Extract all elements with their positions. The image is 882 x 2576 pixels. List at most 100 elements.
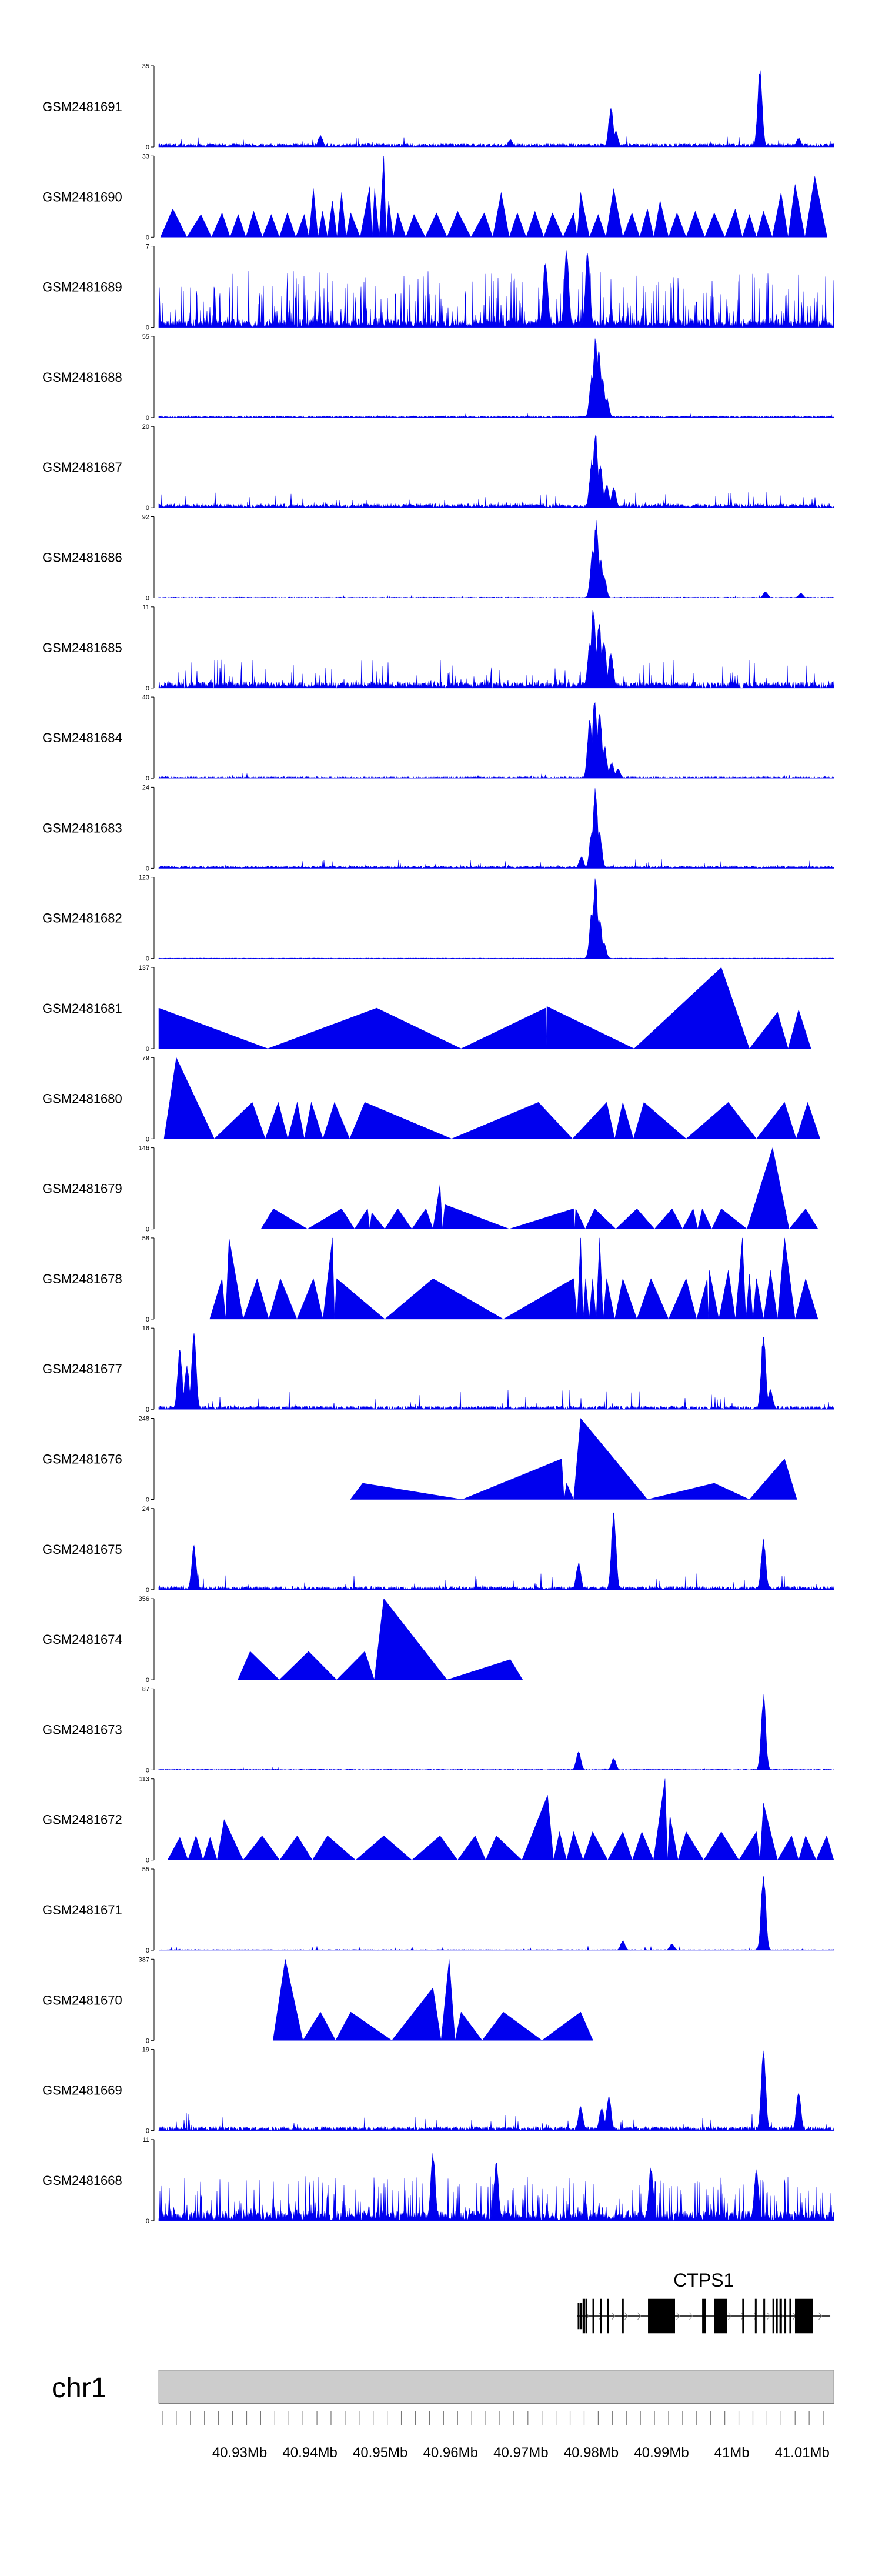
track-label: GSM2481688 (42, 370, 122, 385)
coverage-peak (492, 192, 510, 238)
coverage-peak (160, 208, 188, 238)
coverage-peak (739, 1831, 760, 1860)
coverage-peak (167, 1837, 188, 1860)
coverage-peak (667, 1815, 679, 1860)
track-label: GSM2481669 (42, 2083, 122, 2098)
coverage-peak (374, 1598, 447, 1680)
y-axis-min-label: 0 (146, 1587, 149, 1594)
coverage-profile (158, 338, 834, 418)
strand-arrow (637, 2312, 642, 2320)
coverage-peak (636, 1278, 669, 1320)
y-axis-min-label: 0 (146, 1316, 149, 1323)
coverage-profile (158, 610, 834, 689)
coverage-peak (213, 1102, 266, 1139)
coverage-profile (158, 2153, 834, 2221)
coverage-peak (789, 1208, 818, 1229)
coverage-peak (804, 176, 827, 238)
coverage-peak (614, 1277, 637, 1320)
exon (794, 2298, 813, 2334)
track-GSM2481678: GSM2481678 58 0 (42, 1235, 818, 1323)
track-GSM2481669: GSM2481669 19 0 (42, 2047, 834, 2135)
coverage-peak (163, 1057, 215, 1139)
coverage-peak (574, 1208, 586, 1229)
coverage-peak (603, 1278, 615, 1320)
coverage-peak (334, 1278, 386, 1320)
coverage-peak (682, 1208, 698, 1229)
track-label: GSM2481679 (42, 1182, 122, 1196)
coverage-peak (647, 1483, 750, 1500)
exon (784, 2298, 787, 2334)
exon (742, 2298, 744, 2334)
coverage-peak (566, 1831, 584, 1860)
coverage-peak (704, 212, 726, 238)
coverage-peak (455, 2011, 483, 2041)
track-label: GSM2481678 (42, 1272, 122, 1286)
coverage-peak (753, 1278, 764, 1320)
coverage-peak (440, 1959, 456, 2041)
strand-arrow (624, 2312, 629, 2320)
coverage-peak (677, 1831, 704, 1860)
y-axis-min-label: 0 (146, 415, 149, 422)
exon (592, 2298, 594, 2334)
track-label: GSM2481680 (42, 1091, 122, 1106)
coverage-peak (686, 1102, 757, 1139)
track-label: GSM2481673 (42, 1722, 122, 1737)
track-GSM2481675: GSM2481675 24 0 (42, 1506, 834, 1594)
coverage-peak (391, 1987, 442, 2041)
y-axis-max-label: 137 (139, 965, 149, 972)
y-axis-min-label: 0 (146, 2218, 149, 2225)
coverage-peak (509, 212, 527, 238)
coverage-peak (304, 1102, 323, 1139)
coverage-peak (346, 212, 360, 238)
genome-axis-tick-label: 40.95Mb (353, 2445, 407, 2461)
y-axis-min-label: 0 (146, 325, 149, 332)
coverage-peak (355, 1835, 413, 1860)
exon (754, 2298, 757, 2334)
track-GSM2481682: GSM2481682 123 0 (42, 875, 834, 963)
coverage-peak (446, 211, 472, 238)
coverage-peak (742, 213, 757, 238)
coverage-peak (787, 184, 806, 238)
coverage-peak (379, 156, 387, 238)
coverage-peak (509, 1208, 575, 1229)
coverage-peak (202, 1837, 218, 1860)
y-axis-max-label: 24 (142, 1506, 149, 1513)
y-axis-min-label: 0 (146, 144, 149, 151)
coverage-peak (211, 212, 230, 238)
y-axis-max-label: 20 (142, 423, 149, 431)
coverage-profile (158, 788, 834, 869)
coverage-peak (485, 1835, 523, 1860)
coverage-peak (296, 1278, 323, 1320)
track-GSM2481684: GSM2481684 40 0 (42, 694, 834, 782)
track-GSM2481685: GSM2481685 11 0 (42, 604, 834, 692)
coverage-peak (724, 208, 743, 238)
track-GSM2481688: GSM2481688 55 0 (42, 333, 834, 422)
chromosome-band (158, 2370, 834, 2404)
coverage-peak (470, 212, 493, 238)
coverage-peak (563, 212, 577, 238)
track-label: GSM2481672 (42, 1813, 122, 1827)
coverage-profile (158, 434, 834, 509)
coverage-peak (589, 213, 606, 238)
coverage-peak (653, 1778, 668, 1860)
coverage-peak (336, 192, 346, 238)
coverage-peak (686, 211, 705, 238)
coverage-peak (622, 212, 640, 238)
coverage-peak (405, 214, 426, 238)
track-GSM2481687: GSM2481687 20 0 (42, 423, 834, 512)
coverage-peak (577, 1237, 583, 1320)
y-axis-max-label: 33 (142, 153, 149, 160)
coverage-peak (288, 1102, 305, 1139)
track-GSM2481670: GSM2481670 387 0 (42, 1956, 593, 2044)
coverage-peak (573, 1417, 648, 1500)
coverage-peak (760, 1803, 778, 1860)
track-GSM2481677: GSM2481677 16 0 (42, 1325, 834, 1413)
y-axis-max-label: 92 (142, 514, 149, 521)
y-axis-min-label: 0 (146, 1136, 149, 1143)
coverage-peak (295, 213, 309, 238)
track-label: GSM2481682 (42, 911, 122, 926)
coverage-peak (462, 1459, 564, 1500)
coverage-peak (268, 1007, 462, 1049)
track-label: GSM2481670 (42, 1993, 122, 2007)
coverage-peak (384, 1278, 504, 1320)
